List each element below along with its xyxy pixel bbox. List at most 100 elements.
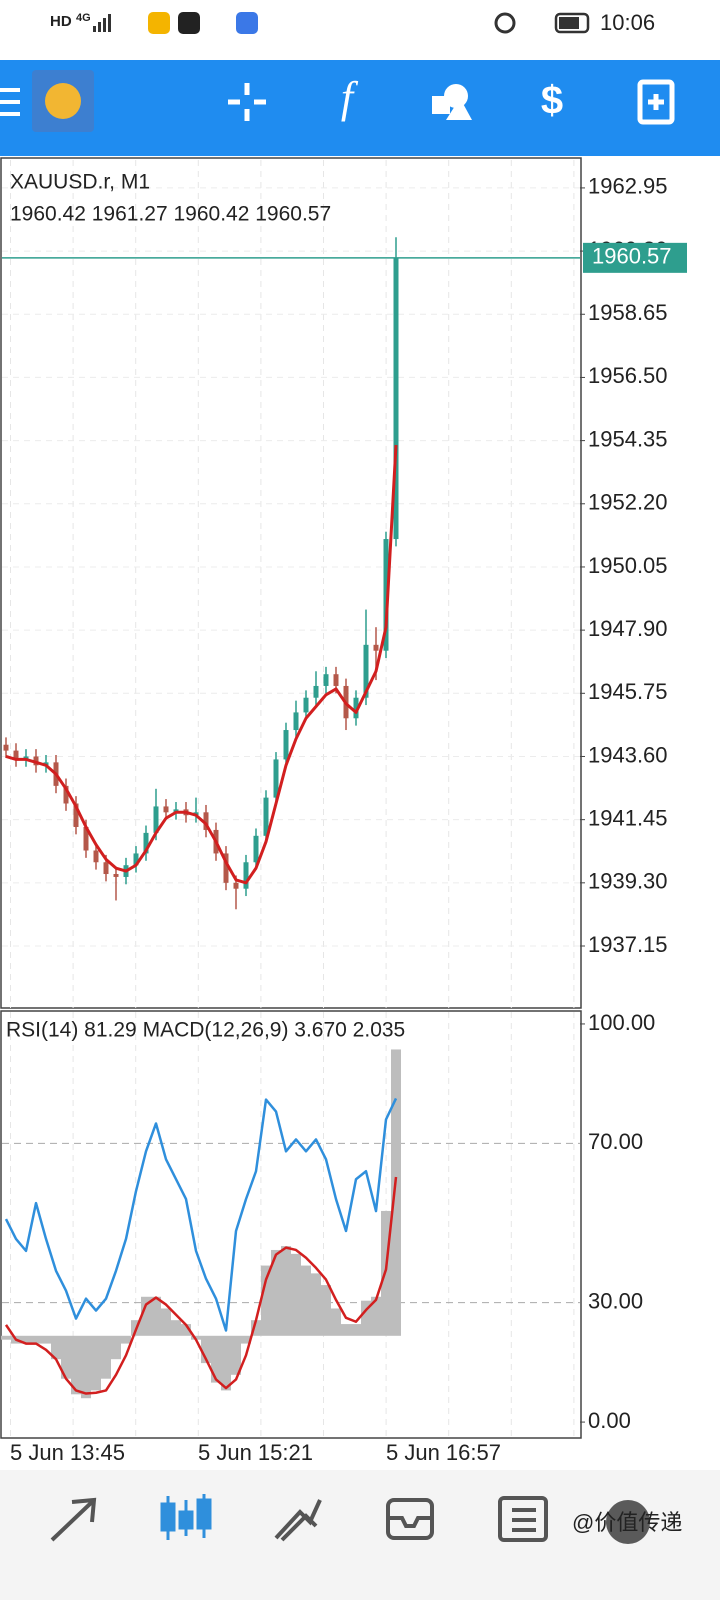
candle-body bbox=[333, 674, 339, 686]
network-label: 4G bbox=[76, 12, 91, 24]
macd-bar bbox=[361, 1300, 371, 1336]
objects-button[interactable] bbox=[432, 84, 472, 120]
candle-body bbox=[153, 806, 159, 833]
macd-bar bbox=[211, 1335, 221, 1383]
watermark: @价值传递 bbox=[572, 1510, 682, 1535]
network-label: HD bbox=[50, 13, 72, 30]
macd-bar bbox=[111, 1335, 121, 1360]
candle-body bbox=[73, 803, 79, 827]
crosshair-button[interactable] bbox=[228, 83, 266, 121]
macd-bar bbox=[51, 1335, 61, 1360]
macd-bar bbox=[221, 1335, 231, 1391]
macd-bar bbox=[271, 1249, 281, 1336]
candle-body bbox=[113, 874, 119, 877]
macd-bar bbox=[391, 1049, 401, 1336]
rsi-tick-label: 0.00 bbox=[588, 1408, 631, 1433]
plot-layer: 1962.951960.801958.651956.501954.351952.… bbox=[1, 174, 687, 1465]
candle-body bbox=[353, 697, 359, 719]
macd-bar bbox=[91, 1335, 101, 1391]
macd-bar bbox=[291, 1253, 301, 1336]
candle-body bbox=[243, 862, 249, 889]
menu-button[interactable] bbox=[0, 88, 20, 116]
toolbar bbox=[0, 60, 720, 156]
price-tick-label: 1943.60 bbox=[588, 742, 668, 767]
time-label: 5 Jun 15:21 bbox=[198, 1440, 313, 1465]
price-tick-label: 1939.30 bbox=[588, 869, 668, 894]
macd-bar bbox=[141, 1296, 151, 1336]
macd-bar bbox=[71, 1335, 81, 1395]
candle-body bbox=[83, 826, 89, 851]
rsi-line bbox=[4, 1097, 398, 1332]
history-tab[interactable] bbox=[386, 1498, 434, 1540]
price-tick-label: 1945.75 bbox=[588, 679, 668, 704]
candle-body bbox=[223, 853, 229, 883]
candle-body bbox=[3, 744, 9, 751]
macd-bar bbox=[21, 1335, 31, 1344]
macd-bar bbox=[331, 1308, 341, 1336]
price-tick-label: 1956.50 bbox=[588, 363, 668, 388]
candle-body bbox=[283, 730, 289, 760]
macd-bar bbox=[61, 1335, 71, 1379]
candle-body bbox=[63, 785, 69, 804]
macd-bar bbox=[171, 1320, 181, 1336]
candle-body bbox=[373, 644, 379, 651]
candle-body bbox=[303, 697, 309, 713]
price-tick-label: 1937.15 bbox=[588, 932, 668, 957]
candle-body bbox=[143, 832, 149, 854]
status-bar bbox=[0, 0, 720, 60]
macd-bar bbox=[201, 1335, 211, 1364]
trade-button[interactable]: $ bbox=[541, 79, 563, 123]
candle-body bbox=[263, 797, 269, 836]
macd-bar bbox=[281, 1246, 291, 1336]
last-price-box bbox=[583, 242, 687, 273]
rsi-tick-label: 30.00 bbox=[588, 1288, 643, 1313]
macd-bar bbox=[351, 1324, 361, 1336]
trade-tab[interactable] bbox=[274, 1499, 322, 1542]
app-icon bbox=[236, 12, 258, 34]
macd-bar bbox=[31, 1335, 41, 1344]
time-label: 5 Jun 16:57 bbox=[386, 1440, 501, 1465]
watermark-logo bbox=[606, 1500, 650, 1544]
signal-icon bbox=[93, 14, 111, 32]
macd-bar bbox=[341, 1324, 351, 1336]
macd-bar bbox=[301, 1265, 311, 1336]
signal-line bbox=[4, 1176, 398, 1395]
candle-body bbox=[253, 835, 259, 863]
price-tick-label: 1952.20 bbox=[588, 490, 668, 515]
symbol-label: XAUUSD.r, M1 bbox=[10, 171, 150, 194]
macd-bar bbox=[161, 1308, 171, 1336]
macd-bar bbox=[41, 1335, 51, 1344]
app-logo-mark bbox=[45, 83, 81, 119]
macd-bar bbox=[251, 1320, 261, 1336]
new-order-button[interactable] bbox=[637, 79, 675, 125]
candle-body bbox=[233, 882, 239, 889]
price-tick-label: 1947.90 bbox=[588, 616, 668, 641]
candle-body bbox=[103, 862, 109, 875]
candle-body bbox=[313, 685, 319, 698]
last-price-label: 1960.57 bbox=[592, 244, 672, 269]
rsi-tick-label: 100.00 bbox=[588, 1010, 655, 1035]
bottom-nav bbox=[0, 1470, 720, 1600]
battery-level bbox=[559, 17, 579, 29]
news-tab[interactable] bbox=[498, 1496, 548, 1542]
price-tick-label: 1941.45 bbox=[588, 805, 668, 830]
candle-body bbox=[13, 750, 19, 760]
candle-body bbox=[93, 850, 99, 863]
macd-bar bbox=[311, 1273, 321, 1336]
ohlc-label: 1960.42 1961.27 1960.42 1960.57 bbox=[10, 203, 331, 226]
candle-body bbox=[383, 539, 389, 651]
chart-tab[interactable] bbox=[160, 1494, 212, 1540]
macd-bar bbox=[181, 1324, 191, 1336]
candle-body bbox=[203, 812, 209, 830]
indicator-label: RSI(14) 81.29 MACD(12,26,9) 3.670 2.035 bbox=[6, 1019, 405, 1042]
quotes-tab[interactable] bbox=[50, 1497, 97, 1542]
macd-bar bbox=[371, 1296, 381, 1336]
macd-bar bbox=[231, 1335, 241, 1375]
alarm-icon bbox=[494, 12, 516, 34]
price-tick-label: 1954.35 bbox=[588, 426, 668, 451]
macd-bar bbox=[321, 1285, 331, 1336]
macd-bar bbox=[1, 1335, 11, 1340]
price-panel bbox=[0, 157, 582, 1009]
price-tick-label: 1950.05 bbox=[588, 553, 668, 578]
